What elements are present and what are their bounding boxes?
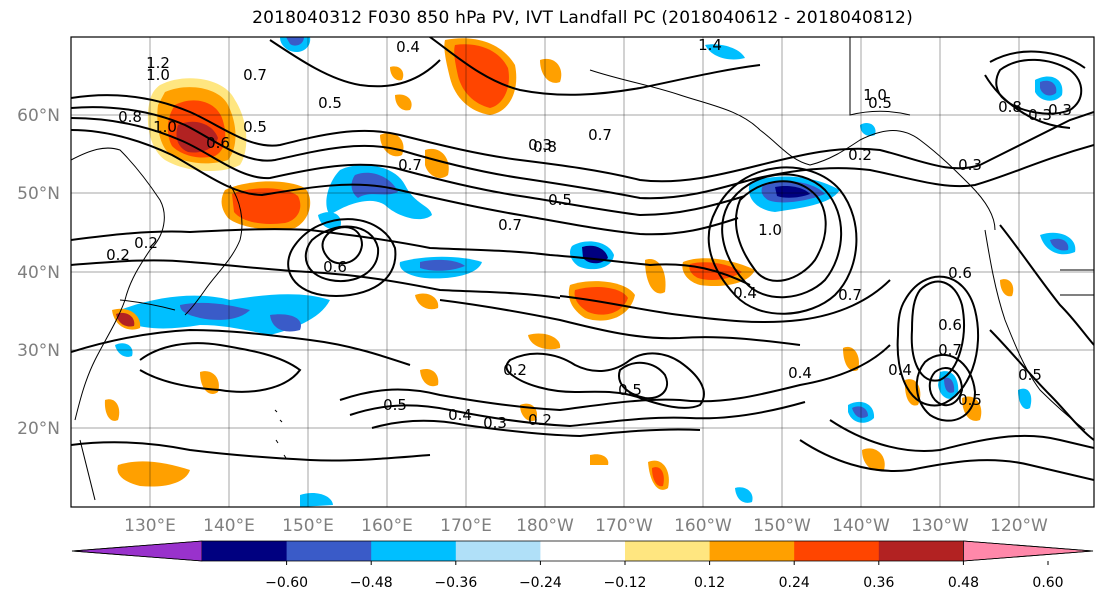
contour-label: 0.3 <box>483 414 507 432</box>
contour-label: 0.8 <box>118 108 142 126</box>
colorbar-extend-high <box>963 540 1094 562</box>
contour-label: 0.6 <box>206 134 230 152</box>
graticule <box>71 37 1094 507</box>
contour-label: 0.3 <box>1048 101 1072 119</box>
colorbar-swatch <box>202 541 288 561</box>
contour-label: 0.2 <box>134 234 158 252</box>
lon-label-160e: 160°E <box>361 516 413 536</box>
lon-label-150e: 150°E <box>282 516 334 536</box>
contour-label: 0.4 <box>788 364 812 382</box>
contour-label: 1.0 <box>146 66 170 84</box>
contour-label: 0.7 <box>838 286 862 304</box>
lat-label-40n: 40°N <box>17 263 60 283</box>
contour-label: 0.6 <box>323 258 347 276</box>
contour-label: 1.4 <box>698 36 722 54</box>
coastlines <box>71 37 1094 501</box>
contour-label: 1.2 <box>146 54 170 72</box>
contour-label: 0.5 <box>383 396 407 414</box>
contour-label: 0.4 <box>448 406 472 424</box>
lon-label-160w: 160°W <box>674 516 732 536</box>
contour-label: 1.0 <box>863 86 887 104</box>
contour-label: 0.2 <box>106 246 130 264</box>
contour-label: 0.4 <box>888 361 912 379</box>
colorbar-extend-low <box>71 540 203 562</box>
contour-label: 0.4 <box>396 38 420 56</box>
colorbar-swatch <box>371 541 457 561</box>
lat-label-50n: 50°N <box>17 184 60 204</box>
lon-label-140e: 140°E <box>203 516 255 536</box>
lon-label-150w: 150°W <box>753 516 811 536</box>
map-frame <box>70 36 1095 508</box>
colorbar-tick-label: 0.12 <box>694 575 725 591</box>
longitude-labels: 130°E 140°E 150°E 160°E 170°E 180°W 170°… <box>124 516 1048 536</box>
colorbar-tick-label: 0.24 <box>779 575 810 591</box>
colorbar-tick-label: −0.24 <box>519 575 562 591</box>
contour-labels: 1.21.0 0.70.50.4 1.40.81.00.60.70.30.20.60… <box>106 36 1072 432</box>
lon-label-130w: 130°W <box>911 516 969 536</box>
lon-label-170w: 170°W <box>595 516 653 536</box>
contour-label: 0.2 <box>848 146 872 164</box>
contour-label: 0.8 <box>533 138 557 156</box>
contour-label: 0.5 <box>868 94 892 112</box>
contour-label: 0.5 <box>958 391 982 409</box>
lon-label-130e: 130°E <box>124 516 176 536</box>
lon-label-180w: 180°W <box>516 516 574 536</box>
contour-label: 0.7 <box>398 156 422 174</box>
colorbar-swatch <box>794 541 880 561</box>
contour-label: 0.7 <box>498 216 522 234</box>
colorbar-tick-label: −0.12 <box>604 575 647 591</box>
contour-label: 0.6 <box>938 316 962 334</box>
contour-label: 0.3 <box>958 156 982 174</box>
contour-label: 1.0 <box>153 118 177 136</box>
map-title: 2018040312 F030 850 hPa PV, IVT Landfall… <box>252 8 913 28</box>
contour-label: 0.7 <box>588 126 612 144</box>
contour-label: 0.3 <box>1028 106 1052 124</box>
colorbar-outline <box>71 540 1094 562</box>
contour-label: 0.7 <box>938 341 962 359</box>
colorbar-tick-label: −0.36 <box>434 575 477 591</box>
colorbar-swatch <box>455 541 541 561</box>
contour-label: 1.0 <box>758 221 782 239</box>
colorbar-tick-label: 0.60 <box>1032 575 1063 591</box>
pv-negative-shading <box>115 37 1076 507</box>
contour-label: 0.7 <box>243 66 267 84</box>
lat-label-60n: 60°N <box>17 106 60 126</box>
contour-label: 0.5 <box>548 191 572 209</box>
lat-label-20n: 20°N <box>17 419 60 439</box>
lat-label-30n: 30°N <box>17 341 60 361</box>
lon-label-120w: 120°W <box>990 516 1048 536</box>
colorbar-swatch <box>709 541 795 561</box>
contour-label: 0.5 <box>318 94 342 112</box>
ivt-contours <box>71 37 1094 481</box>
colorbar-swatch <box>878 541 964 561</box>
colorbar-tick-label: 0.36 <box>863 575 894 591</box>
contour-label: 0.5 <box>243 118 267 136</box>
colorbar-tick-label: −0.60 <box>265 575 308 591</box>
colorbar-tick-label: −0.48 <box>350 575 393 591</box>
contour-label: 0.4 <box>733 284 757 302</box>
colorbar-swatch <box>540 541 626 561</box>
lon-label-170e: 170°E <box>440 516 492 536</box>
lon-label-140w: 140°W <box>832 516 890 536</box>
contour-label: 0.5 <box>618 381 642 399</box>
contour-label: 0.6 <box>948 264 972 282</box>
latitude-labels: 60°N 50°N 40°N 30°N 20°N <box>17 106 60 439</box>
contour-label: 0.2 <box>528 411 552 429</box>
colorbar: −0.60 −0.48 −0.36 −0.24 −0.12 0.12 0.24 0.36 0.4… <box>71 540 1094 591</box>
colorbar-swatch <box>286 541 372 561</box>
contour-label: 0.8 <box>998 98 1022 116</box>
pv-positive-shading <box>104 38 1014 490</box>
colorbar-swatch <box>625 541 711 561</box>
contour-label: 0.5 <box>1018 366 1042 384</box>
colorbar-tick-label: 0.48 <box>948 575 979 591</box>
contour-label: 0.2 <box>503 361 527 379</box>
contour-label: 0.3 <box>528 136 552 154</box>
